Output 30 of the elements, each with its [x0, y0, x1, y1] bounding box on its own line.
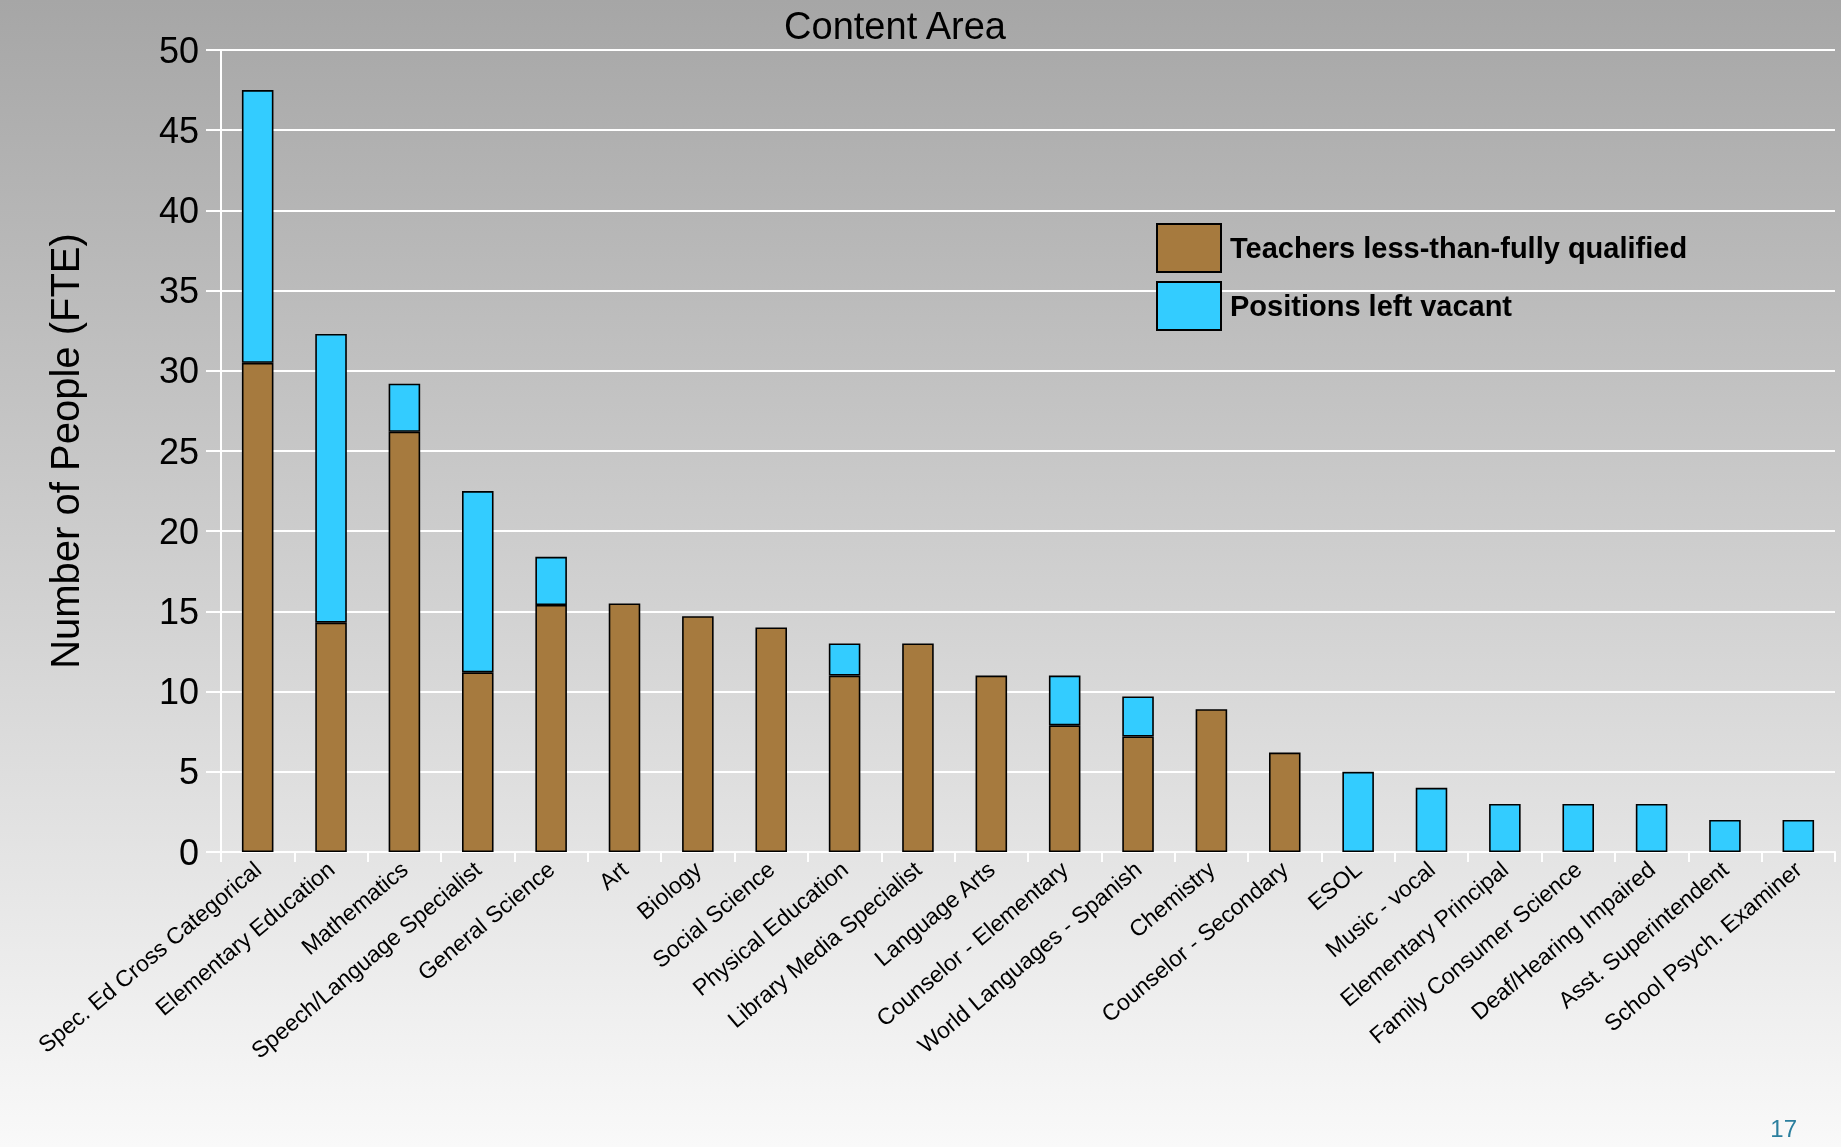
bar [1635, 803, 1668, 852]
bar [1415, 787, 1448, 852]
legend-label: Positions left vacant [1230, 290, 1513, 322]
bar [1489, 803, 1521, 852]
bar [975, 675, 1008, 852]
y-tick-label: 10 [158, 671, 199, 713]
bar [682, 616, 714, 852]
y-tick-label: 15 [158, 590, 199, 632]
chart-title: Content Area [784, 5, 1007, 47]
bar [902, 643, 934, 852]
y-tick-label: 40 [158, 189, 199, 231]
bar [1709, 819, 1741, 852]
y-tick-label: 5 [178, 751, 199, 793]
bar [1342, 771, 1374, 852]
bar [1269, 752, 1301, 852]
y-tick-label: 35 [158, 270, 199, 312]
bar [1782, 819, 1815, 852]
y-tick-label: 45 [158, 109, 199, 151]
x-tick-label: Art [593, 855, 634, 895]
y-tick-label: 50 [158, 29, 199, 71]
y-tick-label: 20 [158, 510, 199, 552]
y-axis-title: Number of People (FTE) [43, 233, 87, 669]
text: 17 [1770, 1115, 1797, 1143]
bar [755, 627, 787, 852]
legend-label: Teachers less-than-fully qualified [1230, 232, 1688, 264]
y-tick-label: 25 [158, 430, 199, 472]
bar [1195, 709, 1228, 852]
y-tick-label: 30 [158, 350, 199, 392]
bar [1562, 803, 1594, 852]
bar [608, 603, 641, 852]
